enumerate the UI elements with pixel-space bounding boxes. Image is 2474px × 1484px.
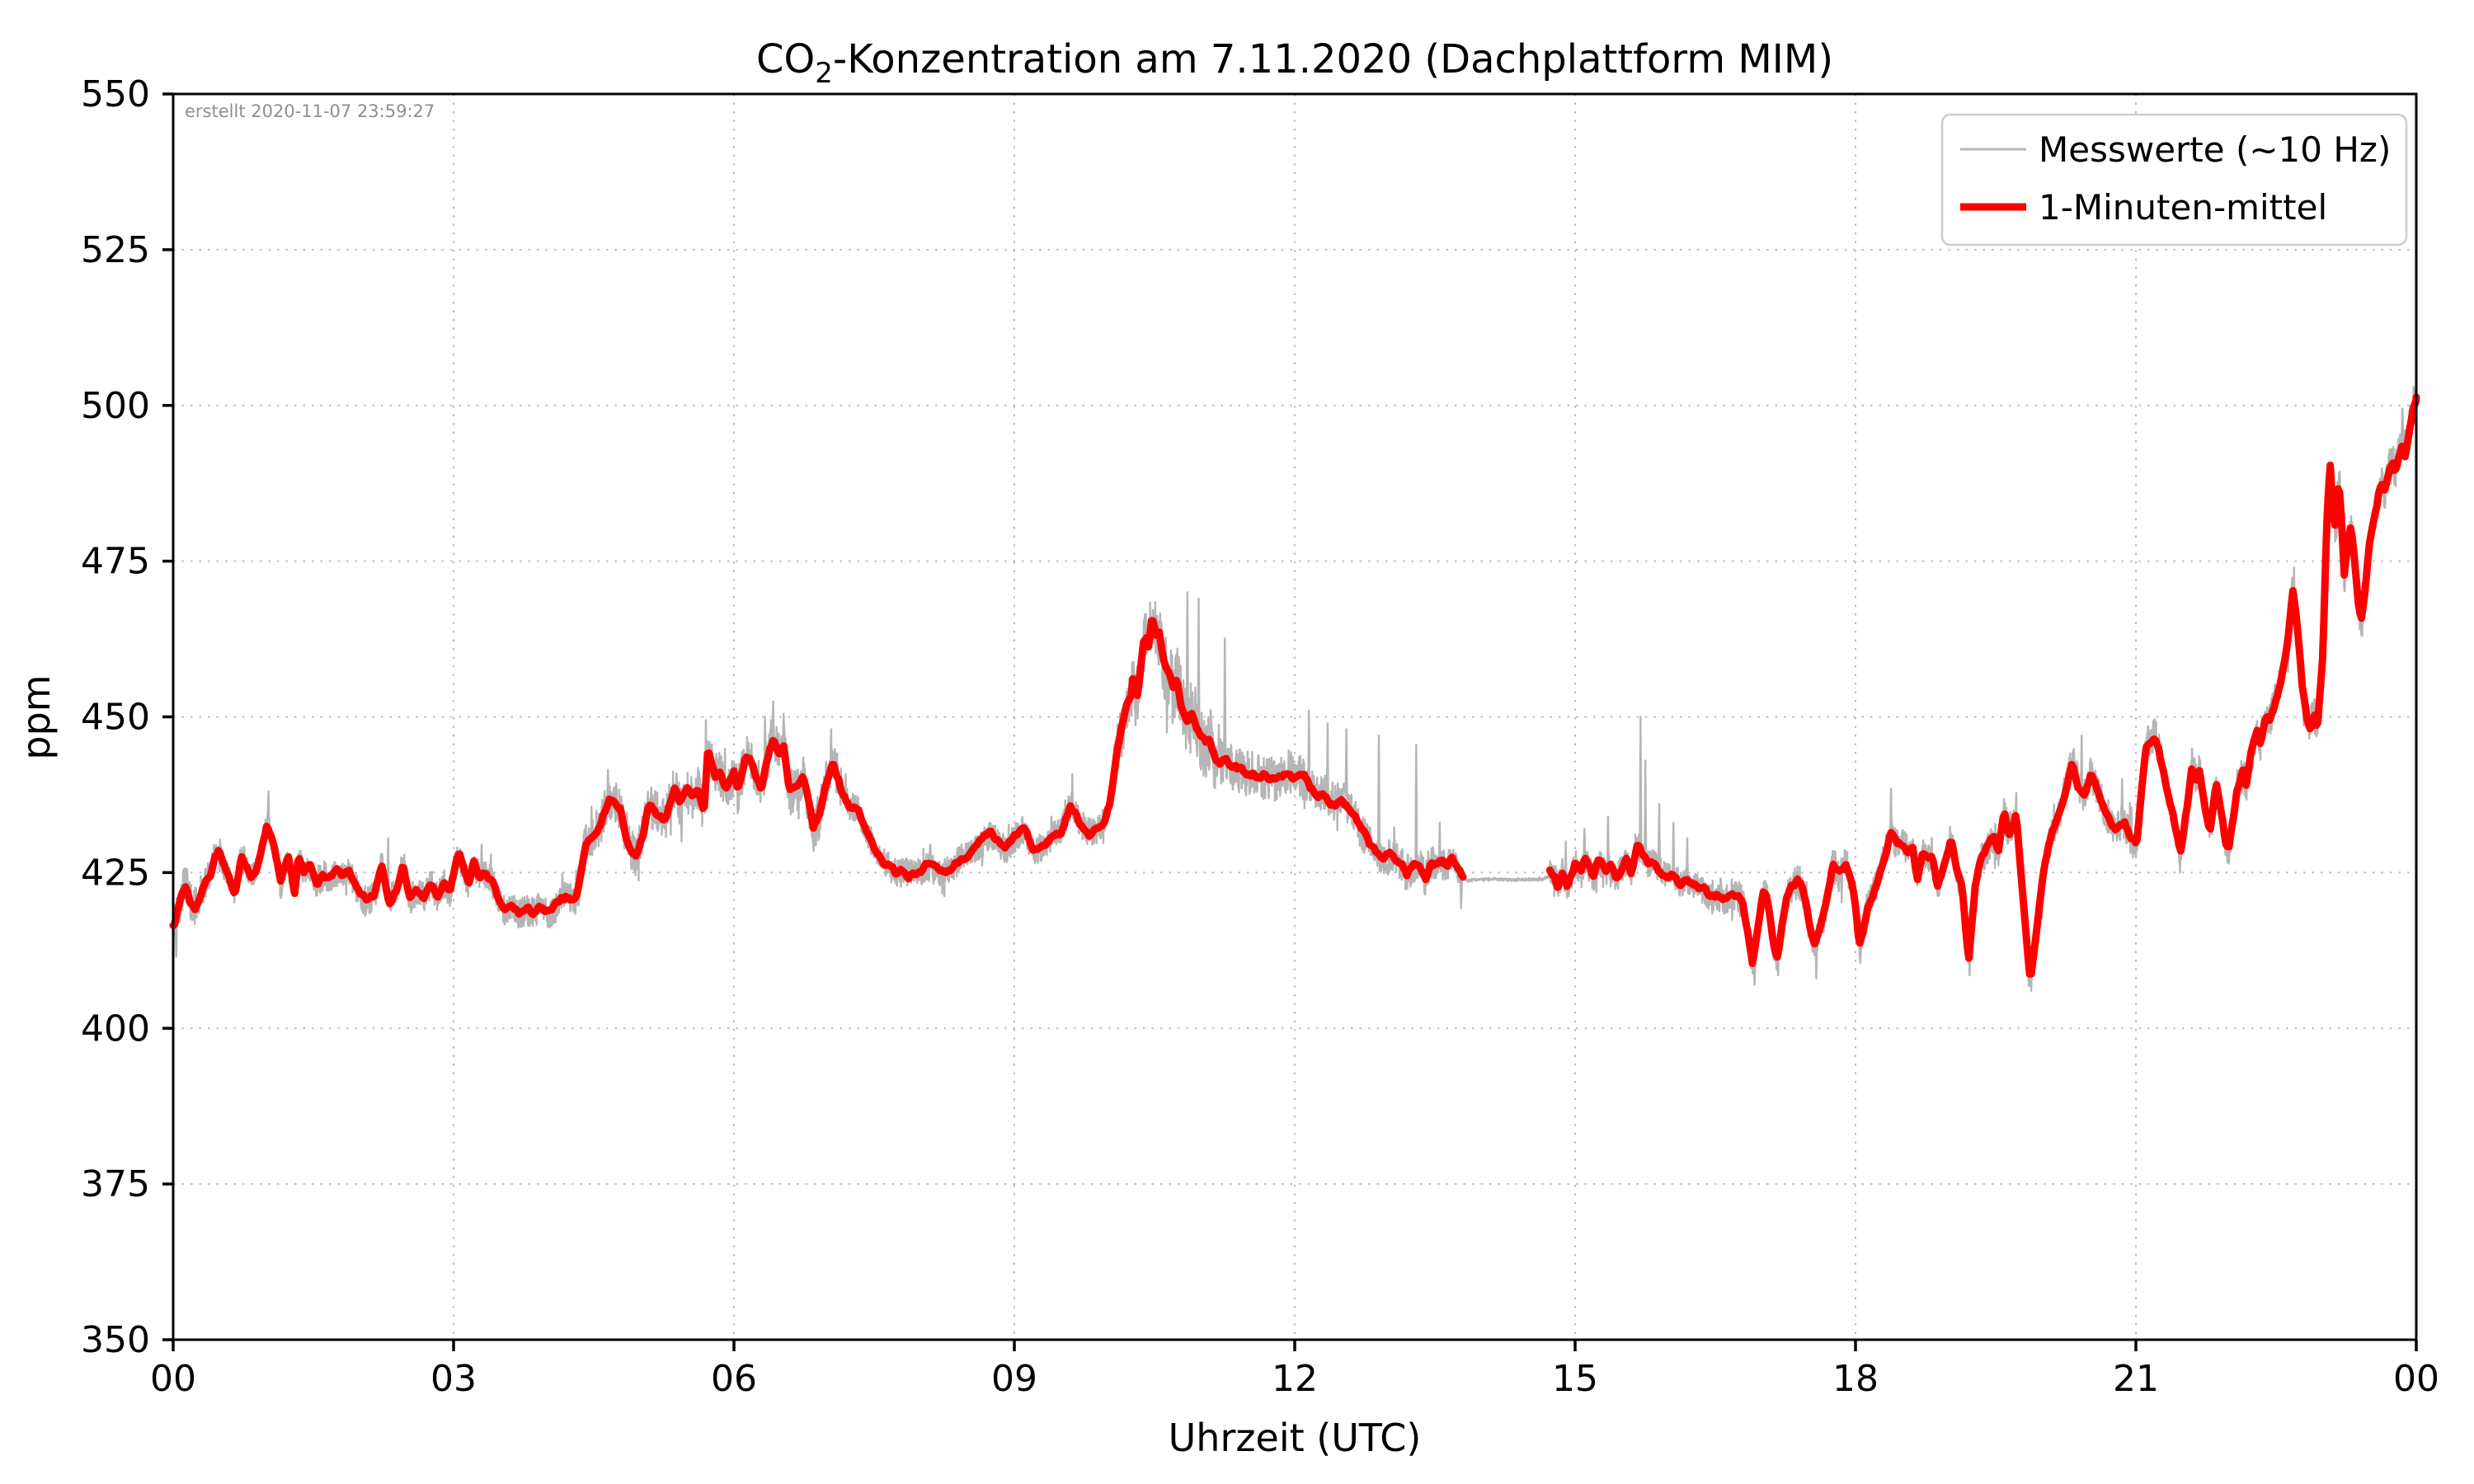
y-tick-label: 475 [81, 541, 150, 583]
x-tick-label: 00 [2393, 1358, 2439, 1400]
x-tick-label: 00 [150, 1358, 196, 1400]
x-tick-label: 15 [1552, 1358, 1598, 1400]
creation-timestamp: erstellt 2020-11-07 23:59:27 [185, 101, 435, 121]
legend-label-minuten-mittel: 1-Minuten-mittel [2039, 187, 2327, 228]
y-axis-label: ppm [14, 674, 59, 759]
y-tick-label: 350 [81, 1319, 150, 1361]
x-tick-label: 03 [430, 1358, 477, 1400]
data-series [169, 380, 2420, 993]
legend: Messwerte (~10 Hz) 1-Minuten-mittel [1940, 113, 2408, 247]
mean-trace [169, 393, 2420, 978]
x-tick-label: 21 [2113, 1358, 2159, 1400]
grid-lines [172, 93, 2417, 1341]
x-tick-label: 09 [991, 1358, 1037, 1400]
y-tick-label: 375 [81, 1163, 150, 1205]
y-tick-label: 425 [81, 852, 150, 894]
axis-tick-labels: 00 03 06 09 12 15 18 21 003503754004254504755005… [81, 73, 2439, 1400]
y-tick-label: 500 [81, 385, 150, 427]
axis-ticks [162, 92, 2418, 1351]
legend-label-messwerte: Messwerte (~10 Hz) [2039, 129, 2391, 170]
x-axis-label: Uhrzeit (UTC) [1169, 1416, 1422, 1460]
y-tick-label: 525 [81, 229, 150, 271]
y-tick-label: 450 [81, 697, 150, 739]
y-tick-label: 550 [81, 73, 150, 115]
x-tick-label: 06 [711, 1358, 757, 1400]
chart-title: CO2-Konzentration am 7.11.2020 (Dachplat… [756, 36, 1833, 90]
y-tick-label: 400 [81, 1007, 150, 1050]
x-tick-label: 12 [1272, 1358, 1318, 1400]
x-tick-label: 18 [1832, 1358, 1879, 1400]
legend-box [1940, 113, 2408, 247]
